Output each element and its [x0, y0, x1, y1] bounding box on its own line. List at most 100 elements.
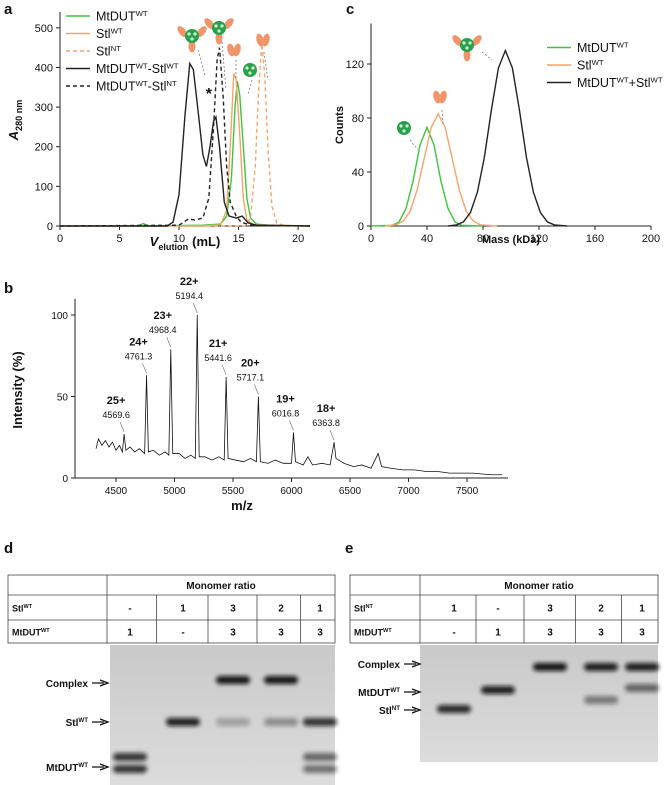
- text-part: NT: [166, 79, 177, 88]
- leader-line: [119, 421, 125, 433]
- x-tick-label: 10: [173, 233, 185, 245]
- marker-arrow: [92, 718, 110, 726]
- series-line: [60, 61, 311, 227]
- table-cell: 3: [230, 628, 236, 639]
- text-part: WT: [651, 75, 663, 84]
- panel-letter: d: [4, 540, 13, 557]
- x-tick-label: 4500: [105, 486, 128, 497]
- charge-label: 23+: [153, 310, 172, 322]
- text-part: WT: [78, 762, 88, 769]
- marker-arrow: [92, 679, 110, 687]
- table-cell: -: [128, 604, 131, 615]
- band-marker-label: MtDUTWT: [358, 687, 400, 699]
- gel-band: [303, 765, 337, 773]
- charge-label: 21+: [209, 338, 228, 350]
- icon-subunit: [227, 43, 235, 57]
- table-cell: 1: [317, 604, 323, 615]
- gel-band: [264, 676, 298, 684]
- protein-icon: [177, 26, 207, 53]
- x-tick-label: 7000: [397, 486, 420, 497]
- protein-icon: [227, 43, 241, 57]
- legend-label: MtDUTWT: [577, 40, 629, 55]
- y-tick-label: 400: [35, 62, 53, 74]
- text-part: Stl: [12, 604, 24, 614]
- row-label: StlNT: [354, 604, 374, 614]
- text-part: -Stl: [148, 80, 167, 94]
- text-part: WT: [111, 26, 123, 35]
- panel-letter: b: [4, 280, 13, 297]
- table-cell: 1: [639, 604, 645, 615]
- y-tick-label: 200: [35, 142, 53, 154]
- band-marker-label: StlWT: [66, 717, 89, 729]
- charge-label: 20+: [241, 358, 260, 370]
- table-header: Monomer ratio: [504, 581, 573, 592]
- icon-dot: [468, 41, 472, 45]
- text-part: WT: [24, 604, 33, 610]
- charge-label: 18+: [317, 403, 336, 415]
- protein-icon: [397, 121, 411, 135]
- text-part: Stl: [379, 706, 392, 717]
- icon-dot: [402, 129, 406, 133]
- table-cell: 3: [547, 604, 553, 615]
- mz-label: 5717.1: [237, 373, 265, 383]
- text-part: Stl: [577, 59, 592, 73]
- text-part: Complex: [358, 660, 401, 671]
- row-label: StlWT: [12, 604, 33, 614]
- icon-arrow: [481, 51, 493, 61]
- band-marker-label: MtDUTWT: [46, 762, 88, 774]
- mz-label: 6016.8: [272, 408, 300, 418]
- legend-label: MtDUTWT-StlNT: [96, 79, 177, 94]
- icon-dot: [405, 124, 409, 128]
- table-cell: 1: [127, 628, 133, 639]
- band-marker-label: Complex: [46, 679, 89, 690]
- icon-subunit: [196, 26, 207, 38]
- icon-subunit: [233, 43, 241, 57]
- panel-letter: e: [345, 540, 353, 557]
- icon-arrow: [263, 51, 269, 81]
- leader-line: [192, 302, 198, 314]
- text-part: WT: [383, 628, 392, 634]
- text-part: WT: [78, 717, 88, 724]
- x-tick-label: 40: [421, 233, 433, 245]
- protein-icon: [243, 63, 257, 77]
- table-cell: 3: [598, 628, 604, 639]
- legend-label: MtDUTWT-StlWT: [96, 61, 179, 76]
- charge-label: 19+: [276, 393, 295, 405]
- text-part: MtDUT: [96, 80, 136, 94]
- icon-subunit: [177, 26, 188, 38]
- text-part: WT: [136, 9, 148, 18]
- text-part: WT: [136, 79, 148, 88]
- mz-label: 4761.3: [125, 351, 153, 361]
- table-cell: -: [452, 628, 455, 639]
- x-axis-label: Mass (kDa): [482, 234, 540, 246]
- series-line: [370, 125, 484, 227]
- gel-band: [216, 676, 250, 684]
- legend-label: MtDUTWT+StlWT: [577, 75, 663, 90]
- x-tick-label: 5000: [163, 486, 186, 497]
- table-cell: 2: [278, 604, 284, 615]
- icon-dot: [190, 37, 194, 41]
- icon-subunit: [223, 18, 234, 30]
- x-tick-label: 15: [232, 233, 244, 245]
- label-main: V: [150, 234, 160, 249]
- text-part: Stl: [66, 718, 79, 729]
- legend-label: StlWT: [96, 26, 123, 41]
- protein-icon: [204, 18, 234, 45]
- legend-label: MtDUTWT: [96, 9, 148, 24]
- text-part: WT: [166, 61, 178, 70]
- icon-dot: [245, 66, 249, 70]
- series-line: [384, 112, 498, 227]
- icon-arrow: [409, 139, 419, 151]
- mz-label: 4569.6: [102, 410, 130, 420]
- y-tick-label: 40: [352, 167, 364, 179]
- icon-dot: [220, 24, 224, 28]
- icon-subunit: [471, 35, 482, 47]
- x-tick-label: 120: [530, 233, 548, 245]
- table-cell: 3: [278, 628, 284, 639]
- gel-band: [303, 753, 337, 761]
- mz-label: 5441.6: [204, 353, 232, 363]
- icon-subunit: [452, 35, 463, 47]
- icon-dot: [465, 46, 469, 50]
- icon-arrow: [197, 49, 206, 76]
- icon-arrow: [247, 79, 253, 96]
